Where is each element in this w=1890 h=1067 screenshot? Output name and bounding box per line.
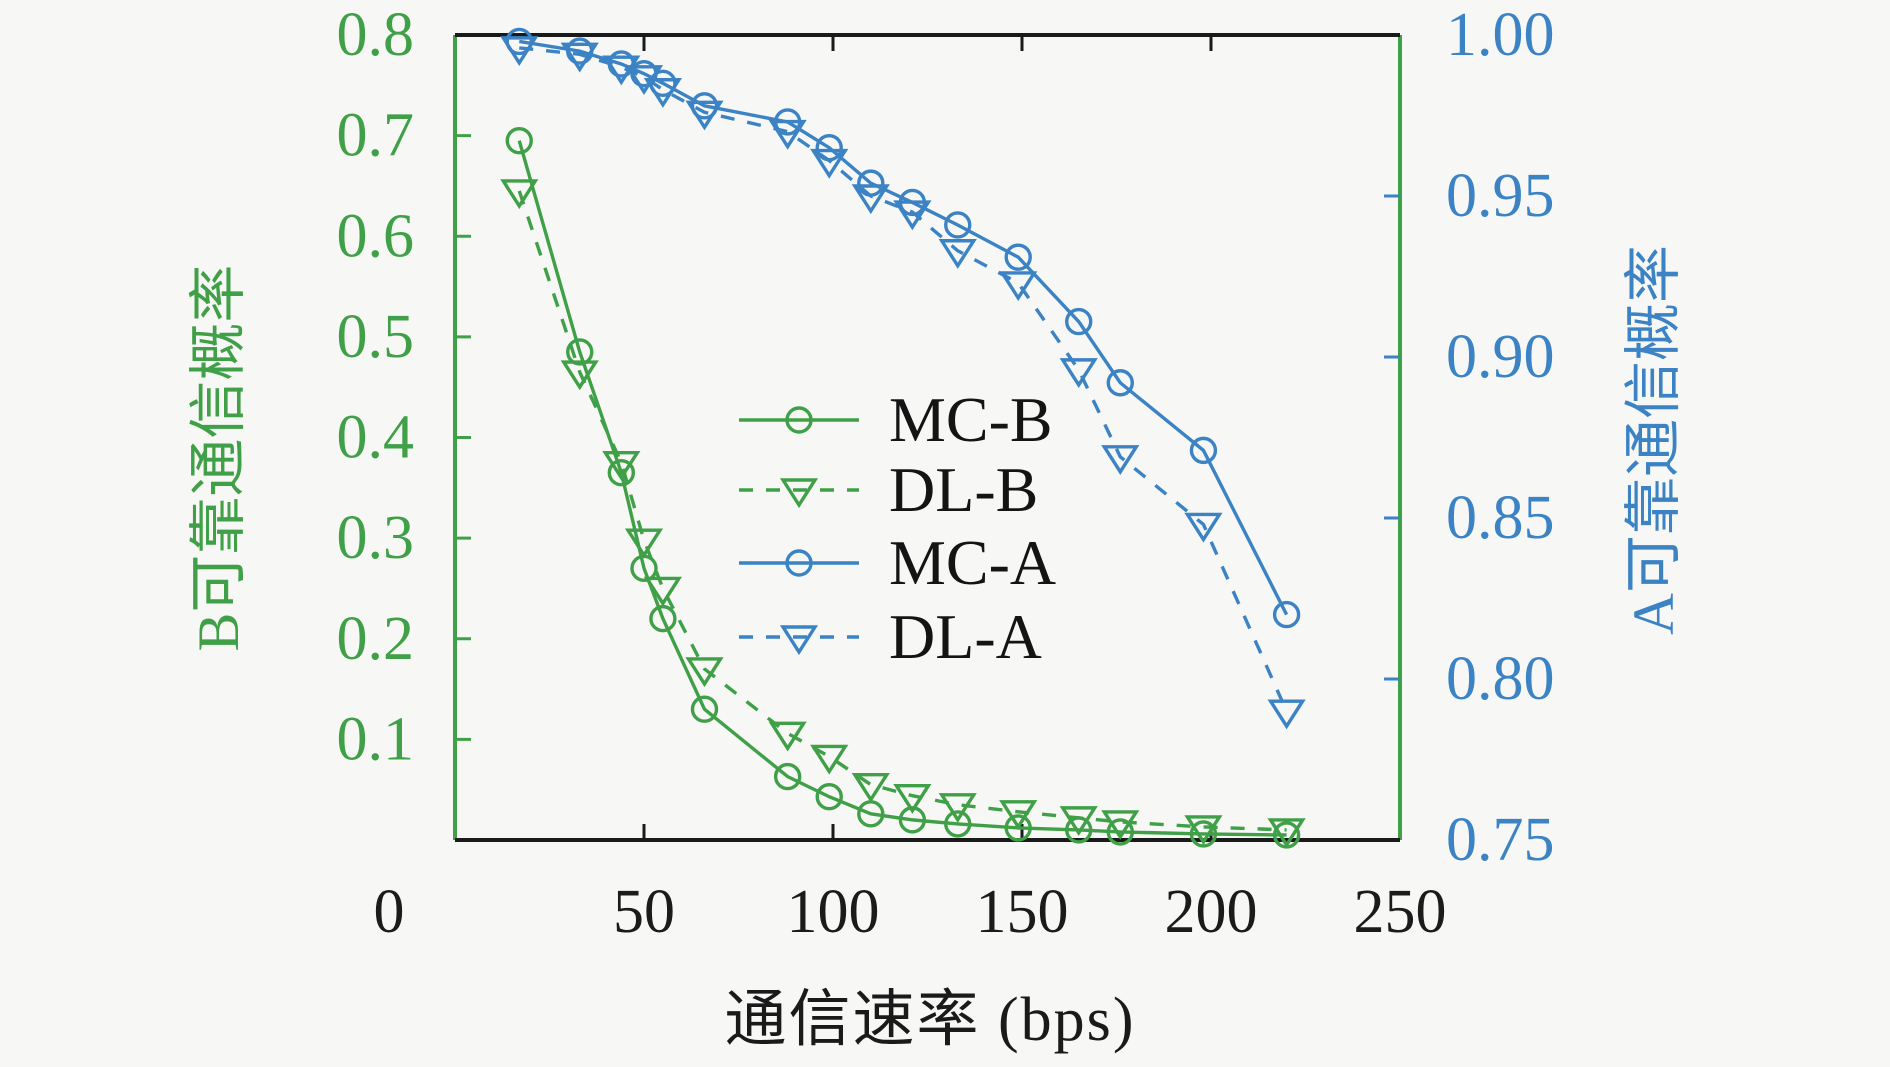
x-tick-label: 250 bbox=[1354, 878, 1447, 946]
marker-circle bbox=[566, 338, 594, 366]
marker-triangle-down bbox=[1059, 358, 1098, 389]
left-tick-label: 0.7 bbox=[337, 102, 415, 170]
marker-triangle-down bbox=[643, 78, 683, 108]
x-tick-label: 50 bbox=[613, 878, 675, 946]
marker-triangle-down bbox=[1101, 445, 1140, 475]
right-tick-label: 0.95 bbox=[1446, 162, 1555, 230]
marker-triangle-down bbox=[810, 148, 849, 179]
marker-circle bbox=[944, 810, 972, 838]
right-tick-label: 1.00 bbox=[1446, 1, 1555, 69]
marker-triangle-down bbox=[500, 36, 539, 67]
x-tick-label: 150 bbox=[976, 878, 1069, 946]
marker-triangle-down bbox=[685, 657, 724, 688]
marker-circle bbox=[944, 211, 972, 239]
right-axis-title: A可靠通信概率 bbox=[1621, 245, 1686, 635]
marker-triangle-down bbox=[685, 100, 724, 131]
marker-triangle-down bbox=[1184, 815, 1223, 846]
marker-circle bbox=[1004, 814, 1032, 842]
marker-triangle-down bbox=[560, 360, 599, 391]
marker-circle bbox=[1272, 600, 1301, 629]
left-tick-label: 0.6 bbox=[337, 202, 415, 270]
series-line bbox=[519, 46, 1289, 712]
marker-triangle-down bbox=[1267, 699, 1306, 730]
left-tick-label: 0.4 bbox=[337, 404, 415, 472]
right-tick-label: 0.75 bbox=[1446, 806, 1555, 874]
marker-triangle-down bbox=[500, 179, 539, 210]
marker-circle bbox=[1189, 436, 1218, 465]
marker-circle bbox=[1064, 307, 1093, 336]
series-dl-a bbox=[500, 36, 1306, 730]
marker-triangle-down bbox=[1267, 818, 1306, 849]
left-tick-label: 0.5 bbox=[337, 303, 415, 371]
marker-circle bbox=[773, 762, 802, 791]
series-line bbox=[517, 140, 1287, 837]
right-tick-label: 0.80 bbox=[1446, 645, 1555, 713]
marker-triangle-down bbox=[624, 528, 664, 559]
marker-circle bbox=[649, 604, 677, 633]
marker-triangle-down bbox=[938, 793, 977, 823]
marker-circle bbox=[690, 695, 719, 723]
marker-triangle-down bbox=[602, 450, 641, 481]
x-axis-title: 通信速率 (bps) bbox=[724, 986, 1136, 1054]
marker-triangle-down bbox=[938, 239, 977, 269]
left-tick-label: 0.8 bbox=[337, 1, 415, 69]
marker-triangle-down bbox=[768, 119, 807, 150]
marker-triangle-down bbox=[560, 42, 599, 73]
marker-triangle-down bbox=[810, 744, 849, 775]
series-mc-a bbox=[505, 27, 1301, 629]
series-mc-b bbox=[505, 126, 1301, 849]
marker-triangle-down bbox=[1059, 806, 1098, 837]
left-tick-label: 0.3 bbox=[337, 504, 415, 572]
left-axis-title: B可靠通信概率 bbox=[186, 264, 251, 652]
marker-triangle-down bbox=[768, 721, 807, 752]
marker-circle bbox=[1004, 243, 1032, 271]
x-tick-label: 0 bbox=[374, 878, 405, 946]
marker-triangle-down bbox=[851, 184, 890, 215]
right-tick-label: 0.85 bbox=[1446, 484, 1555, 552]
marker-triangle-down bbox=[999, 800, 1038, 830]
marker-triangle-down bbox=[893, 784, 932, 814]
left-tick-label: 0.2 bbox=[337, 605, 415, 673]
marker-circle bbox=[1106, 369, 1134, 397]
marker-circle bbox=[815, 783, 843, 811]
x-tick-label: 100 bbox=[787, 878, 880, 946]
x-tick-label: 200 bbox=[1165, 878, 1258, 946]
series-line bbox=[517, 190, 1287, 832]
marker-circle bbox=[607, 459, 636, 487]
series-dl-b bbox=[500, 179, 1306, 849]
marker-circle bbox=[1106, 818, 1134, 846]
marker-triangle-down bbox=[999, 271, 1038, 302]
marker-triangle-down bbox=[1184, 512, 1223, 543]
left-tick-label: 0.1 bbox=[337, 705, 415, 773]
marker-triangle-down bbox=[893, 200, 932, 231]
right-tick-label: 0.90 bbox=[1446, 323, 1555, 391]
marker-triangle-down bbox=[851, 772, 890, 803]
marker-circle bbox=[1189, 820, 1218, 848]
marker-triangle-down bbox=[643, 576, 683, 607]
marker-circle bbox=[505, 126, 533, 155]
marker-triangle-down bbox=[1101, 810, 1140, 841]
